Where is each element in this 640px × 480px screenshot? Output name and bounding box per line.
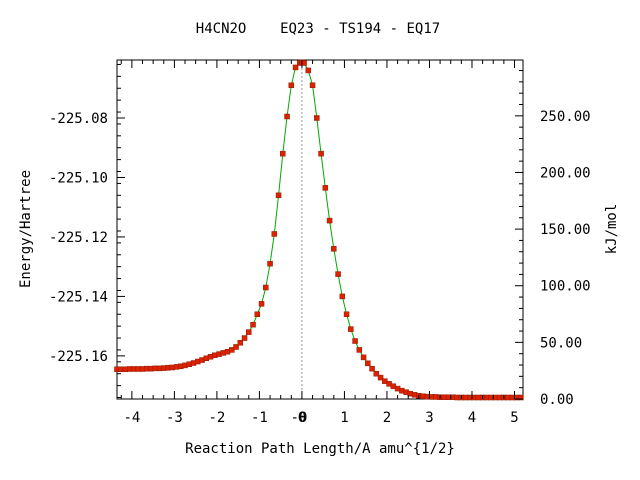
data-point [365,360,371,367]
data-point [246,329,252,335]
data-point [343,311,350,317]
x-tick-label: 4 [468,410,476,426]
data-point [318,150,324,157]
data-point [360,354,367,361]
data-point [339,293,346,300]
x-tick-label: -2 [208,410,225,426]
data-point [263,284,269,291]
data-point [241,335,248,341]
data-point [305,67,312,74]
data-point [233,344,239,350]
data-point [250,321,256,328]
data-point [275,192,282,199]
x-tick-label: -0 [291,410,308,426]
x-tick-label: 5 [510,410,518,426]
data-point [309,82,316,89]
y-left-tick-label: -225.14 [49,289,108,305]
data-point [331,246,337,252]
data-point [271,231,278,237]
data-point [254,311,261,317]
x-tick-label: -3 [166,410,183,426]
data-point [335,271,341,277]
data-point [292,64,299,71]
plot-area [116,59,524,400]
data-point [518,394,524,401]
x-tick-label: -1 [251,410,268,426]
y-left-tick-label: -225.12 [49,230,108,246]
y-right-axis-label: kJ/mol [604,204,620,255]
x-tick-label: 2 [383,410,391,426]
y-right-tick-label: 50.00 [540,335,582,351]
data-point [237,340,244,346]
data-point [280,150,286,157]
plot-frame [116,59,524,400]
x-tick-label: -4 [123,410,140,426]
data-point [267,260,273,267]
data-point [326,217,333,224]
data-point [377,374,384,381]
data-point [352,338,358,344]
data-point [229,347,235,353]
data-point [288,82,295,89]
data-point [348,326,354,332]
data-point [322,185,329,191]
data-point [356,347,363,353]
x-axis-ticks: -4 -3 -2 -1 -00 1 2 3 4 5 [120,60,519,426]
x-axis-label: Reaction Path Length/A amu^{1/2} [185,441,455,457]
data-point [369,365,375,372]
data-point [373,370,380,377]
data-point [284,113,290,120]
y-right-tick-label: 100.00 [540,279,591,295]
y-right-tick-label: 0.00 [540,392,574,408]
x-tick-label: 0 [298,410,306,426]
x-tick-label: 3 [425,410,433,426]
y-right-tick-label: 150.00 [540,222,591,238]
y-right-axis-ticks: 250.00 200.00 150.00 100.00 50.00 0.00 [515,70,591,408]
y-left-tick-label: -225.16 [49,349,108,365]
data-point [258,301,265,307]
y-left-tick-label: -225.08 [49,111,108,127]
y-right-tick-label: 250.00 [540,109,591,125]
data-point [314,115,320,121]
chart-title: H4CN2O EQ23 - TS194 - EQ17 [196,21,440,37]
y-left-axis-label: Energy/Hartree [18,170,34,288]
y-right-tick-label: 200.00 [540,165,591,181]
x-tick-label: 1 [340,410,348,426]
y-left-axis-ticks: -225.08 -225.10 -225.12 -225.14 -225.16 [49,63,125,399]
y-left-tick-label: -225.10 [49,170,108,186]
